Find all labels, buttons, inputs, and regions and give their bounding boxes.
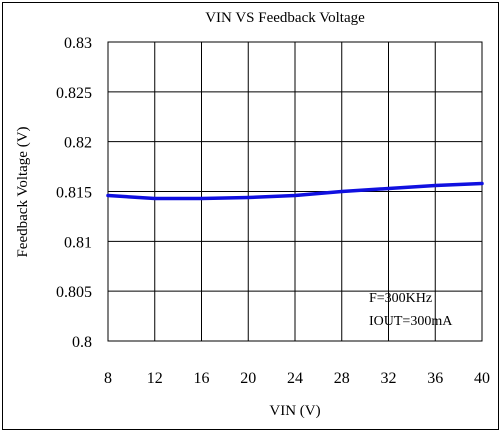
y-tick-label-5: 0.805 xyxy=(56,284,92,301)
y-tick-label-2: 0.82 xyxy=(64,135,92,152)
annotation-output-current: IOUT=300mA xyxy=(369,314,453,329)
y-tick-label-0: 0.83 xyxy=(64,35,92,52)
y-tick-label-1: 0.825 xyxy=(56,85,92,102)
y-tick-label-3: 0.815 xyxy=(56,185,92,202)
x-tick-label-0: 8 xyxy=(104,370,112,387)
x-tick-label-8: 40 xyxy=(474,370,490,387)
annotation-frequency: F=300KHz xyxy=(369,291,432,306)
x-tick-label-2: 16 xyxy=(194,370,210,387)
series-line-0 xyxy=(106,181,484,201)
y-tick-label-4: 0.81 xyxy=(64,234,92,251)
x-tick-label-6: 32 xyxy=(381,370,397,387)
x-tick-label-1: 12 xyxy=(147,370,163,387)
x-tick-label-3: 20 xyxy=(240,370,256,387)
x-tick-label-7: 36 xyxy=(427,370,443,387)
x-tick-label-5: 28 xyxy=(334,370,350,387)
y-tick-labels: 0.83 0.825 0.82 0.815 0.81 0.805 0.8 xyxy=(56,35,92,351)
x-axis-label: VIN (V) xyxy=(269,403,320,419)
x-tick-label-4: 24 xyxy=(287,370,303,387)
plot-area xyxy=(107,41,483,342)
y-axis-label: Feedback Voltage (V) xyxy=(15,126,31,257)
series-layer xyxy=(106,181,484,201)
x-tick-labels: 8 12 16 20 24 28 32 36 40 xyxy=(104,370,490,387)
y-tick-label-6: 0.8 xyxy=(72,334,92,351)
chart-title: VIN VS Feedback Voltage xyxy=(205,10,365,26)
